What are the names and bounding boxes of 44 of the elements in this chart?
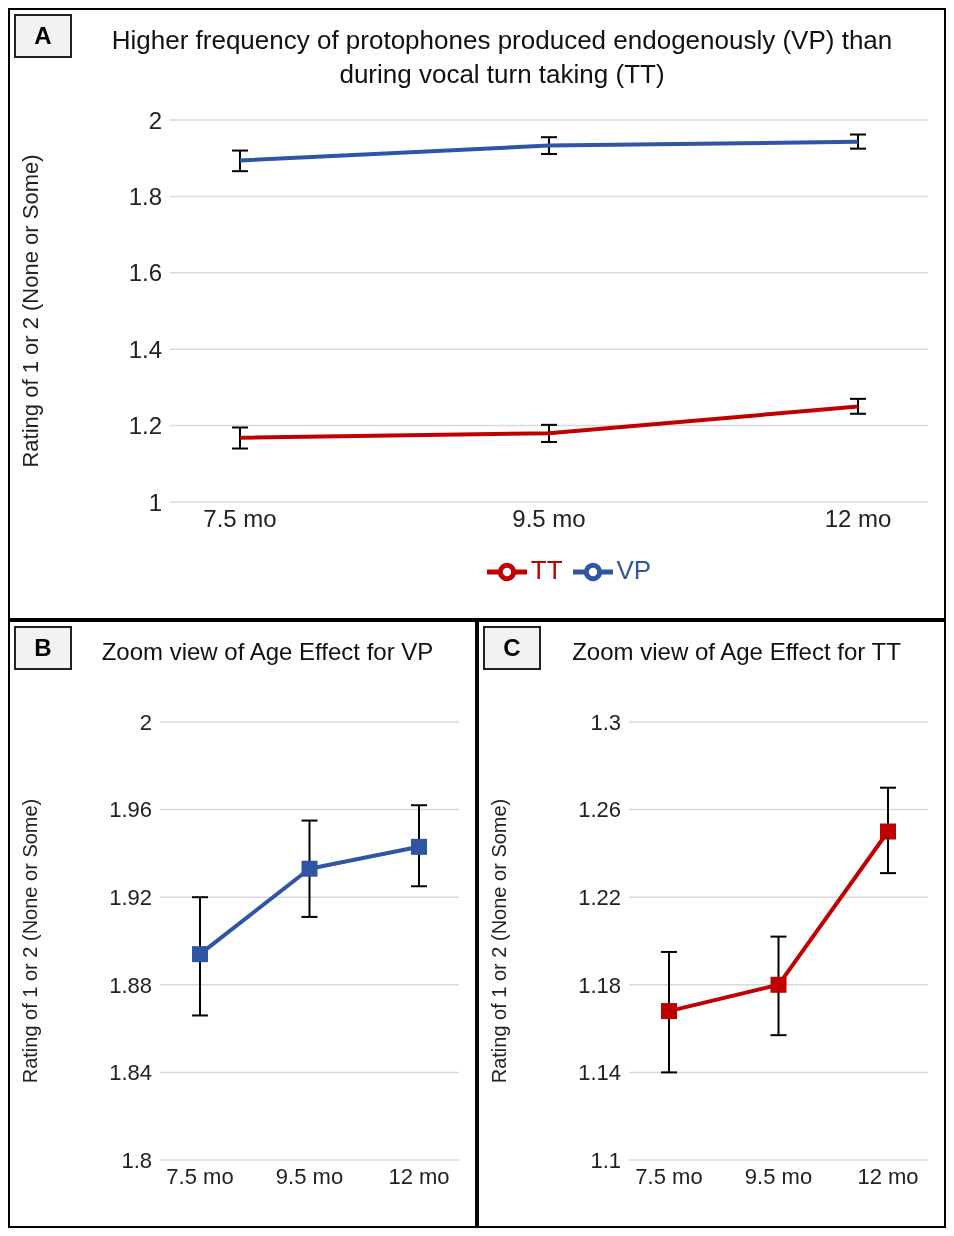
point bbox=[661, 1003, 677, 1020]
y-tick-label: 1.6 bbox=[128, 259, 162, 287]
y-tick-label: 1.4 bbox=[128, 335, 162, 363]
y-tick-label: 1.18 bbox=[578, 972, 621, 998]
y-axis-title: Rating of 1 or 2 (None or Some) bbox=[17, 154, 43, 468]
point bbox=[880, 823, 896, 840]
y-tick-label: 1.92 bbox=[109, 885, 152, 911]
chart-title: Zoom view of Age Effect for VP bbox=[100, 637, 435, 667]
chart-title: Zoom view of Age Effect for TT bbox=[571, 637, 902, 667]
point bbox=[301, 860, 318, 877]
x-tick-label: 7.5 mo bbox=[635, 1163, 703, 1189]
point bbox=[411, 838, 427, 855]
x-tick-label: 9.5 mo bbox=[512, 505, 586, 533]
text: B bbox=[14, 626, 72, 670]
y-tick-label: 1.1 bbox=[590, 1147, 621, 1173]
x-tick-label: 7.5 mo bbox=[203, 505, 277, 533]
y-tick-label: 2 bbox=[139, 709, 152, 735]
y-axis-title: Rating of 1 or 2 (None or Some) bbox=[488, 798, 511, 1084]
x-tick-label: 9.5 mo bbox=[744, 1163, 813, 1189]
y-tick-label: 1.8 bbox=[128, 182, 162, 210]
point bbox=[192, 946, 208, 963]
y-tick-label: 1.22 bbox=[578, 885, 621, 911]
y-axis-title: Rating of 1 or 2 (None or Some) bbox=[19, 798, 42, 1084]
point bbox=[770, 976, 787, 993]
y-tick-label: 1.96 bbox=[109, 797, 152, 823]
y-tick-label: 2 bbox=[148, 106, 162, 134]
x-tick-label: 12 mo bbox=[824, 505, 892, 533]
y-tick-label: 1.84 bbox=[109, 1060, 152, 1086]
x-tick-label: 9.5 mo bbox=[275, 1163, 344, 1189]
legend-label: TT bbox=[530, 554, 563, 585]
y-tick-label: 1.8 bbox=[121, 1147, 152, 1173]
y-tick-label: 1.14 bbox=[578, 1060, 621, 1086]
x-tick-label: 7.5 mo bbox=[166, 1163, 234, 1189]
legend-label: VP bbox=[616, 554, 652, 585]
y-tick-label: 1.26 bbox=[578, 797, 621, 823]
text: A bbox=[14, 14, 72, 58]
y-tick-label: 1.2 bbox=[128, 412, 162, 440]
y-tick-label: 1.3 bbox=[590, 709, 621, 735]
y-tick-label: 1.88 bbox=[109, 972, 152, 998]
x-tick-label: 12 mo bbox=[857, 1163, 919, 1189]
text: C bbox=[483, 626, 541, 670]
chart-title: Higher frequency of protophones produced endogenously (VP) than during vocal turn taking (TT) bbox=[110, 24, 894, 91]
x-tick-label: 12 mo bbox=[388, 1163, 450, 1189]
y-tick-label: 1 bbox=[148, 488, 162, 516]
